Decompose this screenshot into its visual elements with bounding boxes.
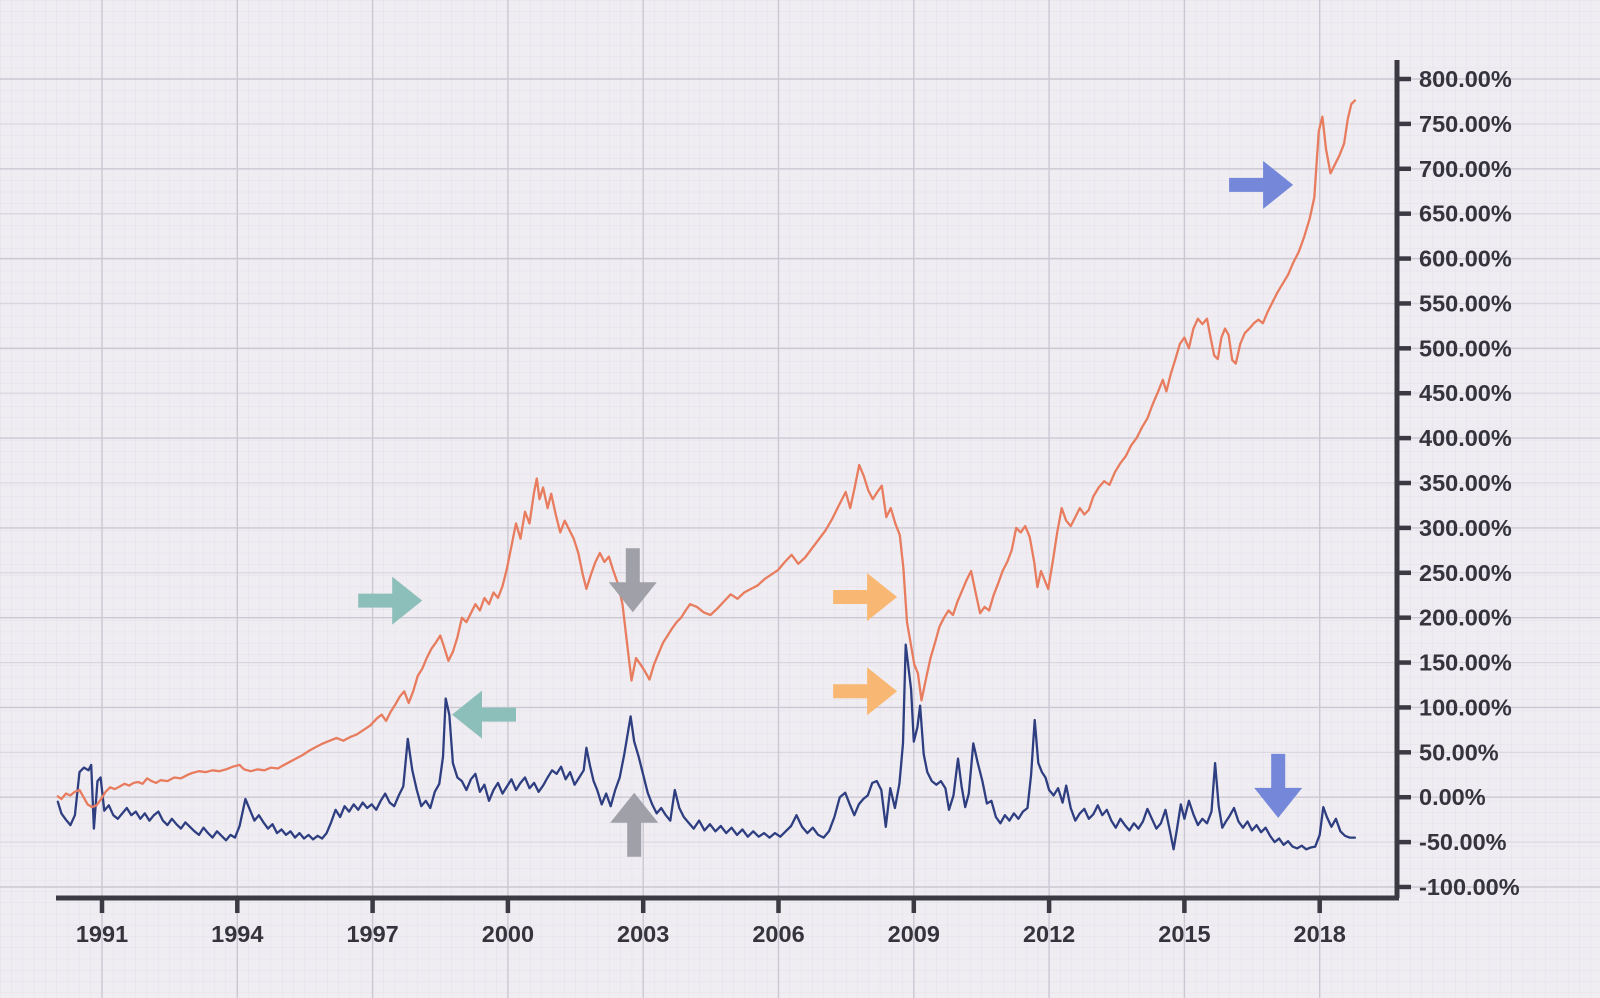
- y-tick-label--100: -100.00%: [1419, 874, 1520, 900]
- x-tick-label-2009: 2009: [888, 921, 940, 947]
- x-tick-label-1994: 1994: [211, 921, 263, 947]
- y-tick-label-400: 400.00%: [1419, 425, 1512, 451]
- y-tick-label-50: 50.00%: [1419, 739, 1499, 765]
- y-tick-label-650: 650.00%: [1419, 201, 1512, 227]
- x-tick-label-2003: 2003: [617, 921, 669, 947]
- x-tick-label-2000: 2000: [482, 921, 534, 947]
- annotation-orange-right-arrow-upper-icon: [833, 573, 898, 621]
- y-tick-label-500: 500.00%: [1419, 335, 1512, 361]
- y-tick-label-550: 550.00%: [1419, 290, 1512, 316]
- y-tick-label-100: 100.00%: [1419, 694, 1512, 720]
- series-navy-line: [56, 643, 1357, 851]
- annotation-gray-down-arrow-icon: [608, 548, 657, 613]
- series-orange-line: [56, 99, 1357, 809]
- y-tick-label-0: 0.00%: [1419, 784, 1486, 810]
- annotation-teal-left-arrow-icon: [452, 690, 516, 739]
- annotation-orange-right-arrow-lower-icon: [833, 667, 898, 716]
- axes: 800.00% 750.00% 700.00% 650.00% 600.00% 550.0…: [56, 60, 1520, 947]
- annotations: [358, 160, 1303, 857]
- y-tick-label-350: 350.00%: [1419, 470, 1512, 496]
- x-tick-label-2012: 2012: [1023, 921, 1075, 947]
- annotation-blue-down-arrow-icon: [1254, 753, 1303, 818]
- y-tick-label-150: 150.00%: [1419, 650, 1512, 676]
- y-tick-label-750: 750.00%: [1419, 111, 1512, 137]
- x-tick-label-1991: 1991: [76, 921, 128, 947]
- annotation-teal-right-arrow-icon: [358, 576, 423, 625]
- x-tick-label-2015: 2015: [1158, 921, 1210, 947]
- annotation-blue-right-arrow-icon: [1229, 160, 1294, 209]
- y-tick-label--50: -50.00%: [1419, 829, 1507, 855]
- annotation-gray-up-arrow-icon: [610, 792, 659, 857]
- x-tick-label-2006: 2006: [752, 921, 804, 947]
- y-tick-label-250: 250.00%: [1419, 560, 1512, 586]
- y-tick-label-800: 800.00%: [1419, 66, 1512, 92]
- y-tick-label-300: 300.00%: [1419, 515, 1512, 541]
- x-tick-label-2018: 2018: [1294, 921, 1346, 947]
- y-tick-label-700: 700.00%: [1419, 156, 1512, 182]
- y-tick-label-450: 450.00%: [1419, 380, 1512, 406]
- y-tick-label-200: 200.00%: [1419, 605, 1512, 631]
- x-tick-label-1997: 1997: [346, 921, 398, 947]
- y-tick-label-600: 600.00%: [1419, 246, 1512, 272]
